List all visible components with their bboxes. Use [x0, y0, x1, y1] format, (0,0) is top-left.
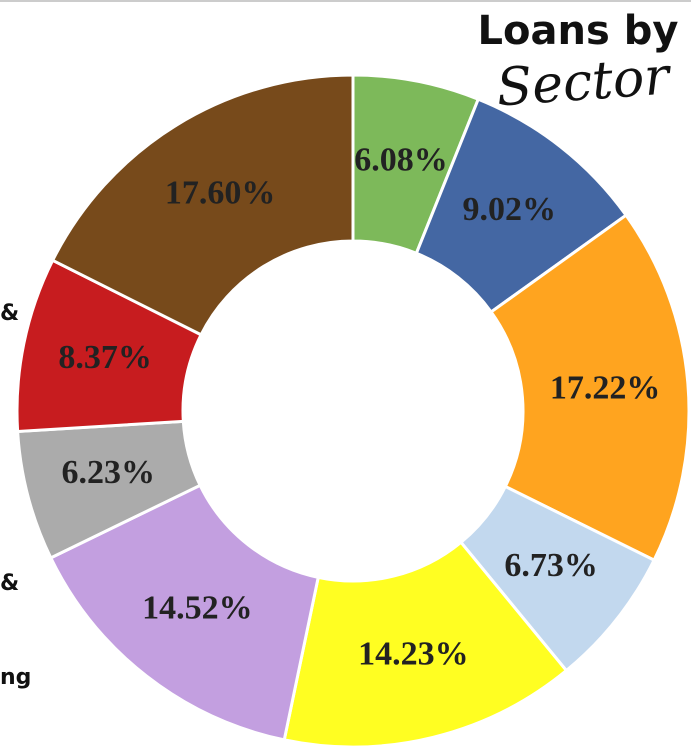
value-label: 8.37%: [58, 339, 152, 376]
value-label: 9.02%: [462, 191, 556, 228]
value-label: 6.73%: [504, 547, 598, 584]
value-label: 17.60%: [165, 174, 276, 211]
slice: [50, 73, 355, 337]
value-label: 14.52%: [142, 589, 253, 626]
chart-subtitle: Sector: [495, 46, 674, 118]
slice: [48, 483, 320, 742]
donut: [15, 73, 691, 749]
legend-fragment: &: [0, 301, 19, 326]
value-label: 17.22%: [550, 369, 661, 406]
legend-fragment: ng: [0, 665, 31, 690]
value-label: 14.23%: [358, 635, 469, 672]
slice: [489, 213, 691, 563]
slice: [282, 540, 569, 749]
value-label: 6.23%: [62, 454, 156, 491]
legend-fragment: &: [0, 571, 19, 596]
value-label: 6.08%: [354, 141, 448, 178]
chart-title: Loans by: [478, 8, 679, 54]
